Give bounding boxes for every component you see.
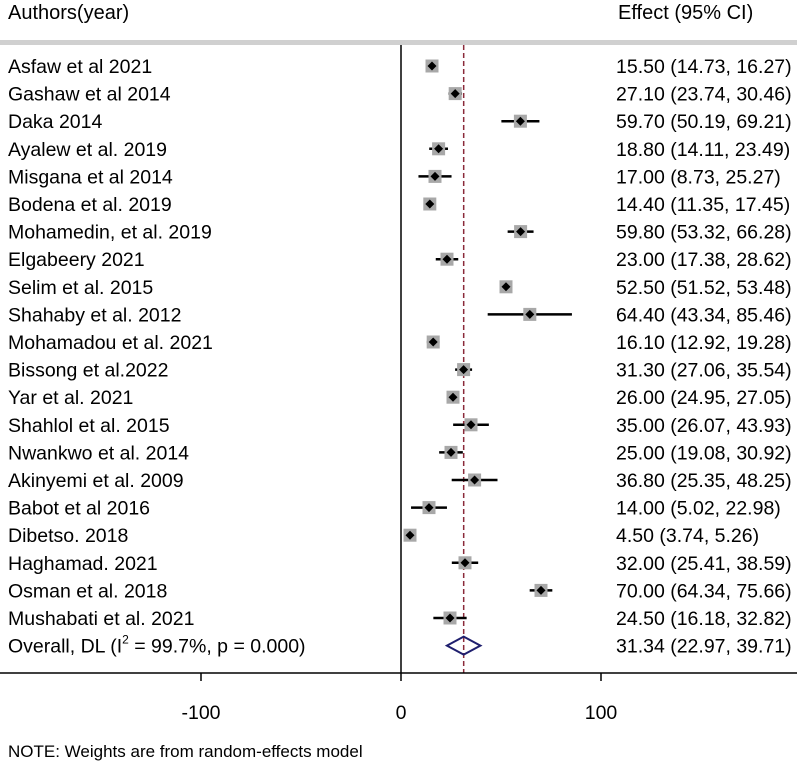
effect-marker: [460, 558, 470, 568]
effect-marker: [446, 447, 456, 457]
study-label: Selim et al. 2015: [8, 277, 153, 299]
forest-plot: Asfaw et al 2021 15.50 (14.73, 16.27) Gash…: [0, 45, 797, 724]
effect-marker: [515, 116, 525, 126]
effect-marker: [466, 420, 476, 430]
study-label: Dibetso. 2018: [8, 525, 128, 547]
ci-text: 4.50 (3.74, 5.26): [616, 525, 759, 547]
x-tick-label: -100: [181, 702, 220, 724]
effect-marker: [536, 585, 546, 595]
effect-marker: [448, 392, 458, 402]
study-label: Akinyemi et al. 2009: [8, 470, 184, 492]
ci-text: 32.00 (25.41, 38.59): [616, 553, 792, 575]
overall-ci-text: 31.34 (22.97, 39.71): [616, 636, 792, 658]
study-label: Elgabeery 2021: [8, 249, 145, 271]
ci-text: 16.10 (12.92, 19.28): [616, 332, 792, 354]
effect-marker: [450, 89, 460, 99]
study-label: Daka 2014: [8, 111, 102, 133]
effect-marker: [427, 61, 437, 71]
study-label: Misgana et al 2014: [8, 166, 173, 188]
study-label: Asfaw et al 2021: [8, 56, 152, 78]
effect-marker: [442, 254, 452, 264]
x-tick-label: 100: [585, 702, 618, 724]
study-label: Mohamedin, et al. 2019: [8, 222, 212, 244]
effect-marker: [405, 530, 415, 540]
ci-text: 35.00 (26.07, 43.93): [616, 415, 792, 437]
ci-text: 24.50 (16.18, 32.82): [616, 608, 792, 630]
effect-marker: [434, 144, 444, 154]
weights-note: NOTE: Weights are from random-effects mo…: [8, 742, 363, 761]
ci-text: 59.70 (50.19, 69.21): [616, 111, 792, 133]
study-label: Babot et al 2016: [8, 498, 150, 520]
ci-text: 52.50 (51.52, 53.48): [616, 277, 792, 299]
study-label: Yar et al. 2021: [8, 387, 133, 409]
ci-text: 26.00 (24.95, 27.05): [616, 387, 792, 409]
effect-marker: [470, 475, 480, 485]
ci-text: 23.00 (17.38, 28.62): [616, 249, 792, 271]
effect-marker: [430, 171, 440, 181]
ci-text: 18.80 (14.11, 23.49): [616, 139, 790, 161]
header-divider: [0, 40, 797, 45]
study-label: Mohamadou et al. 2021: [8, 332, 213, 354]
header-authors: Authors(year): [8, 2, 130, 24]
effect-marker: [501, 282, 511, 292]
ci-text: 25.00 (19.08, 30.92): [616, 442, 792, 464]
ci-text: 14.00 (5.02, 22.98): [616, 498, 781, 520]
effect-marker: [445, 613, 455, 623]
ci-text: 36.80 (25.35, 48.25): [616, 470, 792, 492]
ci-text: 27.10 (23.74, 30.46): [616, 84, 792, 106]
study-label: Gashaw et al 2014: [8, 84, 171, 106]
effect-marker: [424, 503, 434, 513]
overall-label: Overall, DL (I2 = 99.7%, p = 0.000): [8, 633, 306, 658]
study-label: Shahaby et al. 2012: [8, 304, 181, 326]
effect-marker: [516, 227, 526, 237]
ci-text: 64.40 (43.34, 85.46): [616, 304, 792, 326]
overall-diamond: [444, 635, 483, 656]
ci-text: 31.30 (27.06, 35.54): [616, 360, 792, 382]
study-label: Ayalew et al. 2019: [8, 139, 167, 161]
study-label: Mushabati et al. 2021: [8, 608, 194, 630]
ci-text: 15.50 (14.73, 16.27): [616, 56, 792, 78]
effect-marker: [425, 199, 435, 209]
ci-text: 70.00 (64.34, 75.66): [616, 580, 792, 602]
effect-marker: [525, 309, 535, 319]
x-tick-label: 0: [396, 702, 407, 724]
study-label: Haghamad. 2021: [8, 553, 158, 575]
study-label: Bissong et al.2022: [8, 360, 168, 382]
study-label: Nwankwo et al. 2014: [8, 442, 189, 464]
study-label: Shahlol et al. 2015: [8, 415, 170, 437]
ci-text: 14.40 (11.35, 17.45): [616, 194, 790, 216]
effect-marker: [428, 337, 438, 347]
ci-text: 59.80 (53.32, 66.28): [616, 222, 792, 244]
effect-marker: [459, 365, 469, 375]
ci-text: 17.00 (8.73, 25.27): [616, 166, 781, 188]
header-effect: Effect (95% CI): [618, 2, 754, 24]
study-label: Bodena et al. 2019: [8, 194, 172, 216]
study-label: Osman et al. 2018: [8, 580, 167, 602]
